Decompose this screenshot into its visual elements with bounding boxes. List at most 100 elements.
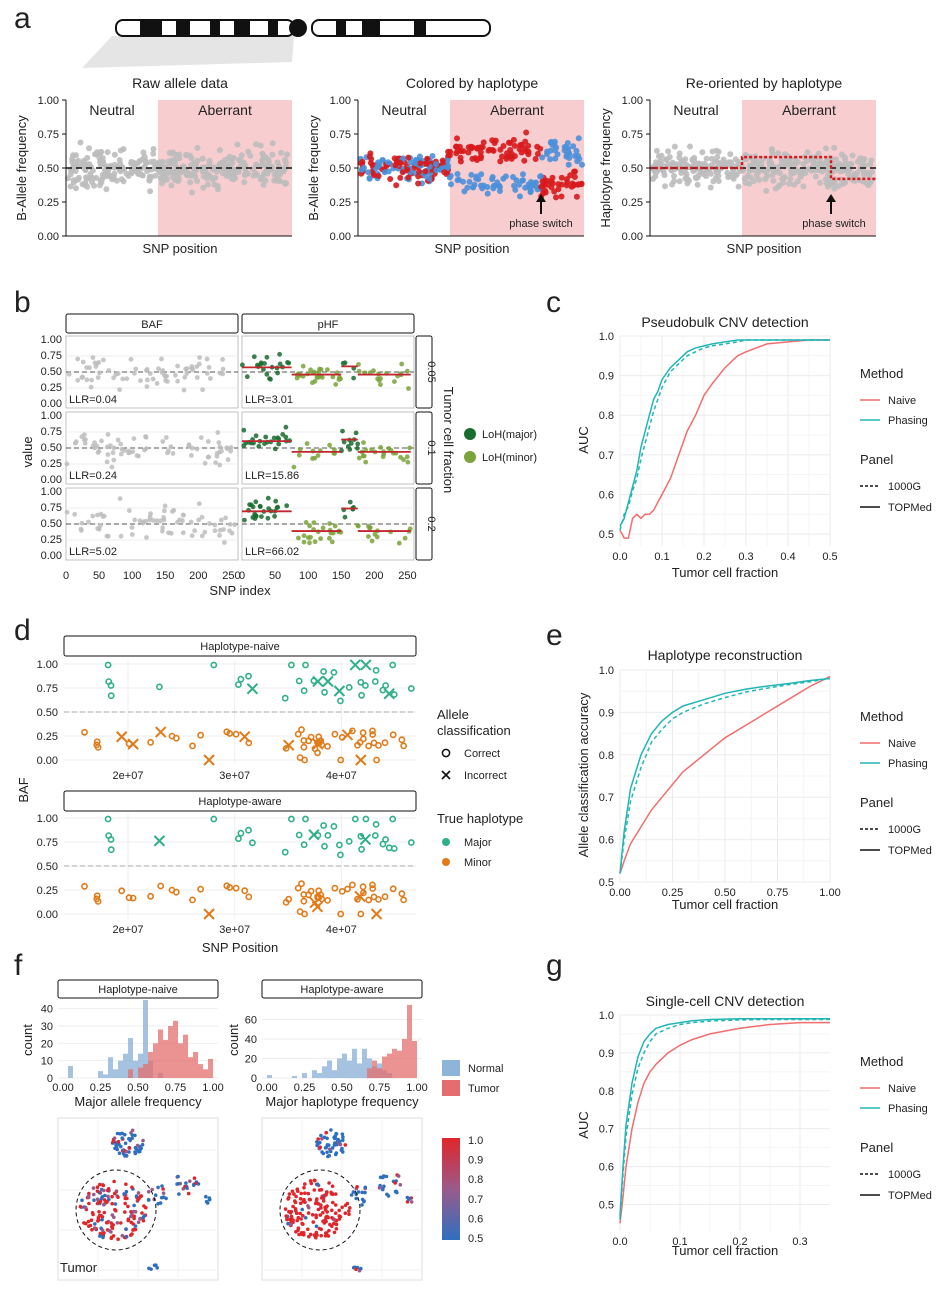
cell-point <box>299 1191 304 1196</box>
histogram-bar-tumor <box>173 1020 178 1078</box>
cell-point <box>164 1196 168 1201</box>
cell-point <box>89 1218 94 1222</box>
correct-marker <box>168 732 176 740</box>
cell-point <box>318 1145 323 1149</box>
y-tick-label: 1.00 <box>38 95 59 107</box>
correct-marker <box>321 842 328 850</box>
snp-point <box>355 441 361 447</box>
snp-point <box>256 443 262 449</box>
snp-point <box>566 155 573 161</box>
panel-b-facet-plot: BAF pHF LLR=0.04 LLR=3.01 0.00 0.25 0.50 0.75… <box>20 313 537 598</box>
correct-marker <box>281 848 289 856</box>
snp-point <box>369 538 375 544</box>
cell-point <box>109 1236 114 1241</box>
correct-marker <box>245 672 252 680</box>
histogram-bar-normal <box>128 1038 133 1078</box>
cell-point <box>393 1181 398 1185</box>
snp-point <box>407 526 413 532</box>
histogram-bar-tumor <box>203 1069 208 1078</box>
snp-point <box>399 361 405 367</box>
snp-point <box>473 175 480 182</box>
snp-point <box>226 153 233 160</box>
cell-point <box>293 1207 298 1211</box>
cell-point <box>87 1201 91 1206</box>
y-tick-label: 0.9 <box>599 371 614 383</box>
cell-point <box>341 1138 345 1143</box>
colorbar-tick-label: 0.9 <box>468 1155 483 1167</box>
snp-point <box>120 146 127 152</box>
legend-key-minor <box>442 858 450 866</box>
cell-point <box>134 1194 139 1198</box>
histogram-bar-normal <box>352 1048 357 1079</box>
x-tick-label: 0.00 <box>609 887 630 899</box>
cell-point <box>289 1222 294 1227</box>
legend-label: Naive <box>888 738 916 750</box>
snp-point <box>327 442 332 448</box>
snp-point <box>464 184 471 191</box>
cell-point <box>325 1204 329 1208</box>
correct-marker <box>307 733 315 741</box>
correct-marker <box>330 823 338 830</box>
histogram-bar-normal <box>292 1076 297 1078</box>
panel-label-g: g <box>546 949 563 982</box>
y-tick-label: 0.25 <box>38 197 59 209</box>
snp-point <box>423 160 430 167</box>
correct-marker <box>359 883 367 891</box>
cell-point <box>141 1138 145 1143</box>
cell-point <box>100 1217 104 1222</box>
cell-point <box>122 1192 126 1196</box>
snp-point <box>67 171 74 178</box>
incorrect-marker <box>355 754 367 766</box>
cell-point <box>343 1203 348 1208</box>
snp-point <box>291 464 297 470</box>
cell-point <box>325 1210 330 1214</box>
snp-point <box>505 139 512 146</box>
histogram-bar-normal <box>133 1060 138 1078</box>
snp-point <box>86 145 92 152</box>
cell-point <box>86 1219 91 1224</box>
snp-point <box>211 164 218 171</box>
cell-point <box>135 1143 140 1148</box>
colorbar-tick-label: 0.7 <box>468 1194 483 1206</box>
snp-point <box>257 504 263 509</box>
legend-title: Panel <box>860 452 893 467</box>
snp-point <box>205 439 211 444</box>
snp-point <box>129 525 135 530</box>
snp-point <box>128 356 134 362</box>
cell-point <box>328 1149 333 1154</box>
x-tick-label: 150 <box>156 570 174 582</box>
incorrect-marker <box>360 659 372 671</box>
cell-point <box>124 1227 128 1231</box>
snp-point <box>307 540 312 546</box>
correct-marker <box>300 687 308 695</box>
y-tick-label: 0.25 <box>41 534 62 546</box>
snp-point <box>223 515 229 521</box>
snp-point <box>196 501 202 507</box>
snp-point <box>268 376 273 382</box>
incorrect-marker <box>308 829 320 841</box>
chart-title: Colored by haplotype <box>406 75 539 91</box>
cell-point <box>146 1198 151 1202</box>
cell-point <box>386 1194 391 1198</box>
histogram-bar-normal <box>98 1071 103 1078</box>
legend-label: 1000G <box>888 481 921 493</box>
snp-point <box>111 445 117 451</box>
snp-point <box>119 446 125 452</box>
snp-point <box>181 512 186 518</box>
snp-point <box>371 172 377 179</box>
cell-point <box>326 1234 331 1238</box>
snp-point <box>439 157 446 164</box>
snp-point <box>296 535 301 541</box>
snp-point <box>579 161 585 168</box>
snp-point <box>318 536 323 541</box>
snp-point <box>73 185 79 192</box>
snp-point <box>258 360 264 366</box>
snp-point <box>211 181 218 188</box>
snp-point <box>703 155 710 162</box>
snp-point <box>762 176 769 183</box>
incorrect-marker <box>203 908 215 920</box>
snp-point <box>168 444 174 450</box>
colorbar-tick-label: 0.5 <box>468 1233 483 1245</box>
y-tick-label: 0.25 <box>41 382 62 394</box>
snp-point <box>264 371 270 377</box>
